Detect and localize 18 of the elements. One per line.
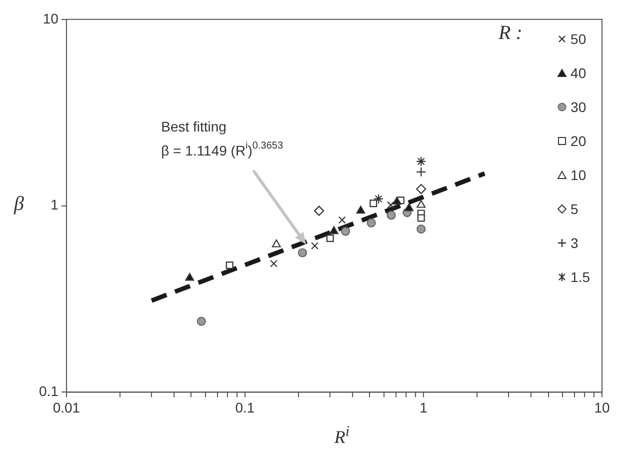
y-axis-title: β bbox=[14, 193, 24, 216]
legend-title: R : bbox=[498, 22, 522, 45]
legend-label: 3 bbox=[570, 235, 578, 251]
x-tick-label: 0.01 bbox=[52, 399, 80, 416]
legend-label: 30 bbox=[570, 99, 586, 115]
legend-label: 10 bbox=[570, 167, 586, 183]
legend-label: 50 bbox=[570, 31, 586, 47]
x-tick-label: 0.1 bbox=[235, 399, 255, 416]
y-tick-label: 10 bbox=[42, 10, 59, 26]
y-tick-label: 1 bbox=[50, 196, 59, 213]
legend-label: 5 bbox=[570, 201, 578, 217]
x-tick-label: 1 bbox=[420, 399, 428, 416]
legend-label: 40 bbox=[570, 65, 586, 81]
x-axis-title: R$^{i}$ bbox=[333, 424, 351, 448]
y-tick-label: 0.1 bbox=[38, 383, 59, 400]
legend-label: 20 bbox=[570, 133, 586, 149]
x-tick-label: 10 bbox=[594, 399, 610, 416]
legend-label: 1.5 bbox=[570, 269, 590, 285]
